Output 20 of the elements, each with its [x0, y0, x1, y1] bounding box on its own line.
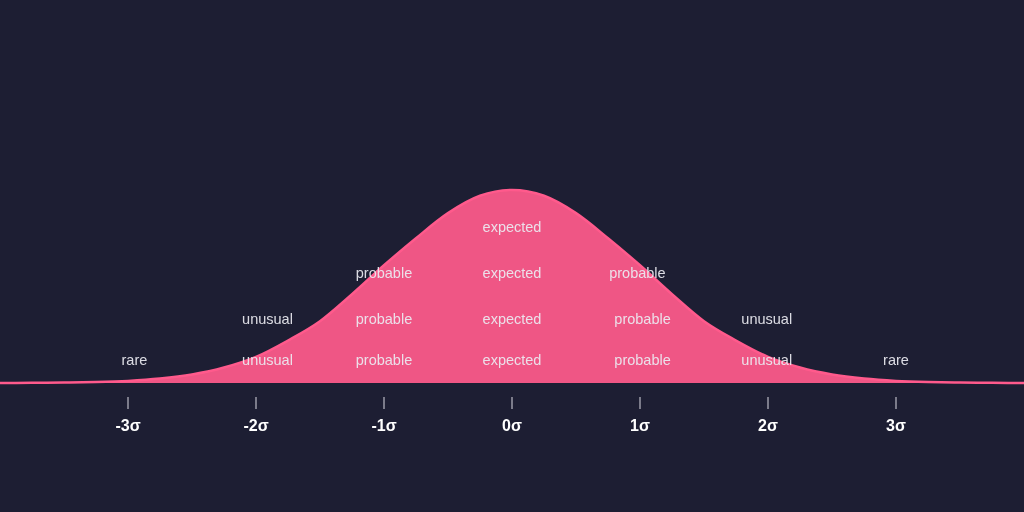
- annotation: expected: [482, 218, 542, 235]
- annotation: unusual: [242, 311, 293, 328]
- annotation: probable: [614, 351, 671, 368]
- annotation: rare: [883, 351, 909, 368]
- annotation: expected: [482, 264, 542, 281]
- x-tick-label: 3σ: [886, 417, 906, 434]
- x-tick-label: -2σ: [243, 417, 269, 434]
- x-tick-label: 0σ: [502, 417, 522, 434]
- x-tick-label: 1σ: [630, 417, 650, 434]
- x-tick-label: 2σ: [758, 417, 778, 434]
- x-tick-label: -3σ: [115, 417, 141, 434]
- annotation: unusual: [741, 311, 793, 328]
- annotation: probable: [355, 351, 413, 368]
- x-tick-label: -1σ: [371, 417, 397, 434]
- annotation: probable: [614, 311, 671, 328]
- annotation: probable: [355, 311, 413, 328]
- annotation: unusual: [242, 351, 293, 368]
- annotation: rare: [121, 351, 148, 368]
- annotation: expected: [482, 311, 542, 328]
- annotation: expected: [482, 351, 542, 368]
